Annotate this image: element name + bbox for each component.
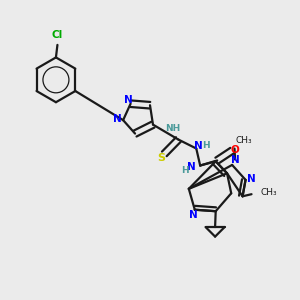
Text: CH₃: CH₃ <box>260 188 277 197</box>
Text: O: O <box>231 145 239 155</box>
Text: N: N <box>113 114 122 124</box>
Text: CH₃: CH₃ <box>236 136 252 145</box>
Text: N: N <box>194 140 203 151</box>
Text: NH: NH <box>166 124 181 133</box>
Text: N: N <box>124 95 133 105</box>
Text: S: S <box>157 153 165 163</box>
Text: N: N <box>247 174 255 184</box>
Text: N: N <box>188 162 196 172</box>
Text: N: N <box>189 210 198 220</box>
Text: N: N <box>231 155 240 166</box>
Text: Cl: Cl <box>52 30 63 40</box>
Text: H: H <box>182 166 189 175</box>
Text: H: H <box>202 141 210 150</box>
